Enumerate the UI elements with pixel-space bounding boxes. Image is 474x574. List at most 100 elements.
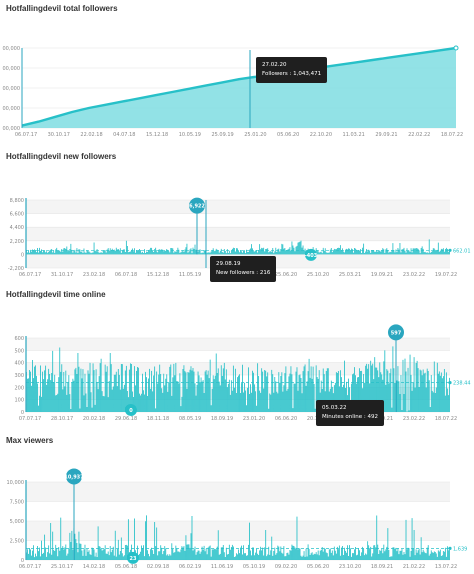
low-label: 23 — [130, 556, 137, 562]
x-tick-label: 25.10.17 — [51, 564, 73, 570]
tooltip-date: 05.03.22 — [322, 405, 347, 411]
chart-title: Hotfallingdevil time online — [6, 290, 106, 299]
x-tick-label: 09.02.20 — [275, 564, 297, 570]
x-tick-label: 25.09.19 — [211, 132, 233, 138]
x-tick-label: 06.07.17 — [19, 272, 41, 278]
peak-label: 6,922 — [189, 204, 205, 210]
average-label: 238.44 — [453, 381, 471, 387]
x-tick-label: 14.02.18 — [83, 564, 105, 570]
chart-title: Hotfallingdevil total followers — [6, 4, 118, 13]
low-label: 0 — [129, 408, 133, 414]
y-tick-label: 10,000 — [7, 480, 25, 486]
x-tick-label: 10.05.19 — [179, 132, 201, 138]
low-label: -403 — [305, 253, 318, 259]
x-tick-label: 23.01.20 — [243, 416, 265, 422]
grid-band — [26, 521, 450, 541]
x-tick-label: 22.02.22 — [408, 132, 430, 138]
y-tick-label: 00,000 — [3, 66, 21, 72]
time-online-tooltip: 05.03.22 Minutes online : 492 — [316, 400, 385, 426]
grid-band — [26, 338, 450, 351]
y-tick-label: 00,000 — [3, 86, 21, 92]
series-bars — [26, 239, 450, 255]
average-label: 1,639 — [453, 546, 467, 552]
y-tick-label: 100 — [14, 398, 24, 404]
x-tick-label: 29.06.18 — [115, 416, 137, 422]
y-tick-label: 0 — [21, 252, 24, 258]
average-dot — [448, 248, 452, 252]
x-tick-label: 23.02.18 — [83, 272, 105, 278]
peak-label: 10,937 — [64, 474, 84, 480]
x-tick-label: 08.05.19 — [179, 416, 201, 422]
y-tick-label: 0 — [21, 410, 24, 416]
x-tick-label: 25.03.21 — [339, 272, 361, 278]
chart-title: Max viewers — [6, 436, 54, 445]
x-tick-label: 23.02.22 — [403, 272, 425, 278]
y-tick-label: 200 — [14, 385, 24, 391]
y-tick-label: 400 — [14, 361, 24, 367]
x-tick-label: 31.10.17 — [51, 272, 73, 278]
average-dot — [448, 546, 452, 550]
tooltip-date: 29.08.19 — [216, 261, 241, 267]
chart-title: Hotfallingdevil new followers — [6, 152, 117, 161]
peak-pin — [388, 324, 404, 341]
x-tick-label: 25.10.20 — [307, 272, 329, 278]
followers-area — [22, 48, 456, 128]
x-tick-label: 28.10.17 — [51, 416, 73, 422]
x-tick-label: 06.07.17 — [19, 564, 41, 570]
followers-line — [21, 46, 457, 127]
grid-band — [26, 227, 450, 241]
total-followers-panel: Hotfallingdevil total followers 00,000 00… — [0, 0, 474, 150]
x-tick-label: 19.09.21 — [371, 272, 393, 278]
average-dot — [448, 381, 452, 385]
max-viewers-panel: Max viewers 10,000 7,500 5,000 2,500 0 06.07.… — [0, 432, 474, 574]
max-viewers-chart[interactable]: 10,000 7,500 5,000 2,500 006.07.17 25.10.17 14… — [0, 432, 474, 574]
x-tick-label: 06.07.18 — [115, 272, 137, 278]
x-tick-label: 02.09.18 — [147, 564, 169, 570]
x-tick-label: 11.03.21 — [343, 132, 365, 138]
y-tick-label: 6,600 — [10, 212, 24, 218]
x-tick-label: 04.07.18 — [113, 132, 135, 138]
x-tick-label: 20.02.18 — [83, 416, 105, 422]
x-tick-label: 19.07.22 — [435, 272, 457, 278]
x-tick-label: 11.05.19 — [179, 272, 201, 278]
grid-band — [26, 200, 450, 214]
new-followers-tooltip: 29.08.19 New followers : 216 — [210, 256, 277, 282]
series-bars — [26, 346, 450, 412]
x-tick-label: 05.10.19 — [243, 564, 265, 570]
x-tick-label: 13.07.22 — [435, 564, 457, 570]
end-point — [453, 45, 459, 51]
x-tick-label: 06.02.19 — [179, 564, 201, 570]
tooltip-value-line: New followers : 216 — [216, 270, 271, 276]
x-tick-label: 30.10.17 — [48, 132, 70, 138]
low-pin — [305, 248, 317, 261]
y-tick-label: 00,000 — [3, 46, 21, 52]
x-tick-label: 18.09.21 — [371, 564, 393, 570]
followers-tooltip: 27.02.20 Followers : 1,043,471 — [256, 57, 328, 83]
x-tick-label: 18.07.22 — [441, 132, 463, 138]
tooltip-value-line: Followers : 1,043,471 — [262, 71, 322, 77]
x-tick-label: 18.07.22 — [435, 416, 457, 422]
x-tick-label: 22.10.20 — [310, 132, 332, 138]
x-tick-label: 05.06.18 — [115, 564, 137, 570]
y-tick-label: 300 — [14, 373, 24, 379]
x-tick-label: 29.09.21 — [375, 132, 397, 138]
peak-label: 597 — [391, 330, 402, 336]
x-tick-label: 06.07.17 — [15, 132, 37, 138]
y-tick-label: 2,500 — [10, 539, 24, 545]
x-tick-label: 21.02.22 — [403, 564, 425, 570]
x-tick-label: 23.10.20 — [339, 564, 361, 570]
x-tick-label: 06.06.20 — [275, 416, 297, 422]
x-tick-label: 22.02.18 — [80, 132, 102, 138]
y-tick-label: 00,000 — [3, 106, 21, 112]
low-pin — [127, 551, 139, 564]
y-tick-label: 5,000 — [10, 519, 24, 525]
x-tick-label: 25.01.20 — [244, 132, 266, 138]
x-tick-label: 18.09.19 — [211, 416, 233, 422]
low-pin — [125, 404, 137, 416]
x-tick-label: 15.12.18 — [147, 272, 169, 278]
peak-pin — [66, 468, 82, 485]
x-tick-label: 25.06.20 — [275, 272, 297, 278]
